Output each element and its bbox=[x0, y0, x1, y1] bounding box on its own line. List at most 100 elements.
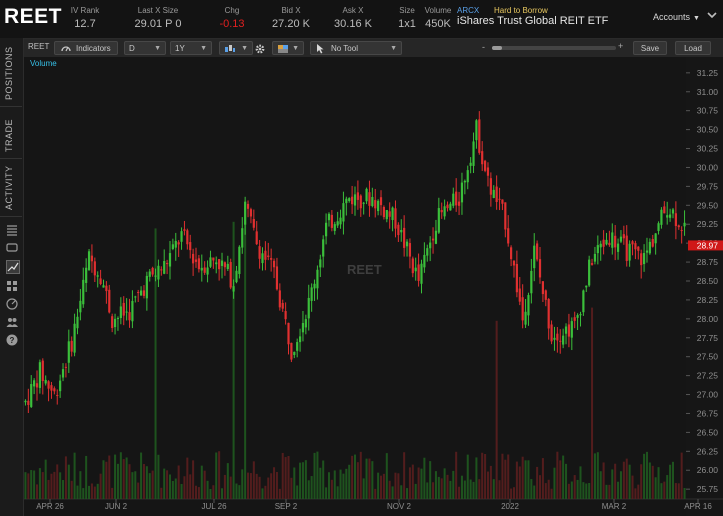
chart-style-select[interactable]: ▼ bbox=[219, 41, 253, 55]
tab-positions[interactable]: POSITIONS bbox=[0, 42, 22, 107]
collapse-icon[interactable] bbox=[705, 8, 719, 22]
candle-body bbox=[183, 229, 186, 231]
last-price-tag-bg bbox=[688, 240, 723, 251]
volume-bar bbox=[463, 480, 466, 499]
candle-body bbox=[394, 208, 397, 229]
candle-body bbox=[518, 288, 521, 302]
volume-bar bbox=[168, 474, 171, 499]
candle-body bbox=[339, 217, 342, 225]
volume-bar bbox=[330, 479, 333, 499]
interval-select[interactable]: D ▼ bbox=[124, 41, 166, 55]
range-select[interactable]: 1Y ▼ bbox=[170, 41, 212, 55]
candle-body bbox=[385, 210, 388, 220]
accounts-menu[interactable]: Accounts ▼ bbox=[653, 12, 700, 22]
volume-bar bbox=[683, 487, 686, 499]
candle-body bbox=[507, 228, 510, 244]
volume-field: Volume 450K bbox=[422, 6, 454, 31]
volume-bar bbox=[70, 480, 73, 499]
tab-trade[interactable]: TRADE bbox=[0, 108, 22, 159]
volume-bar bbox=[596, 452, 599, 499]
x-tick-label: JUL 26 bbox=[201, 502, 227, 511]
candle-body bbox=[674, 213, 677, 227]
volume-bar bbox=[353, 454, 357, 499]
volume-bar bbox=[287, 455, 290, 499]
chevron-down-icon: ▼ bbox=[693, 15, 700, 22]
y-tick-label: 29.75 bbox=[697, 181, 719, 191]
grid-icon[interactable] bbox=[6, 280, 18, 292]
candle-body bbox=[218, 259, 221, 270]
volume-bar bbox=[348, 464, 351, 499]
candle-body bbox=[359, 195, 362, 209]
candle-body bbox=[82, 279, 85, 305]
candle-body bbox=[524, 311, 527, 325]
toolbar-symbol[interactable]: REET bbox=[28, 42, 50, 51]
candle-body bbox=[206, 267, 209, 275]
y-tick-label: 28.50 bbox=[697, 276, 719, 286]
volume-bar bbox=[82, 488, 85, 499]
chart-icon[interactable] bbox=[6, 260, 20, 274]
save-button[interactable]: Save bbox=[633, 41, 667, 55]
volume-bar bbox=[88, 485, 91, 499]
candle-body bbox=[576, 315, 579, 318]
candle-body bbox=[113, 318, 117, 328]
volume-bar bbox=[660, 483, 663, 499]
chart-panel[interactable]: 31.25 31.00 30.75 30.50 30.25 30.00 29.75 29.50… bbox=[24, 57, 723, 516]
candle-body bbox=[680, 230, 683, 232]
candle-body bbox=[270, 258, 273, 260]
volume-bar bbox=[270, 473, 273, 499]
price-chart[interactable]: 31.25 31.00 30.75 30.50 30.25 30.00 29.75 29.50… bbox=[24, 57, 723, 516]
volume-bar bbox=[307, 480, 310, 499]
candle-body bbox=[481, 151, 484, 165]
chat-icon[interactable] bbox=[6, 242, 18, 254]
candle-body bbox=[102, 285, 105, 288]
candle-body bbox=[512, 260, 516, 266]
volume-label: Volume bbox=[30, 59, 57, 68]
zoom-in-button[interactable]: + bbox=[618, 41, 624, 51]
volume-bar bbox=[521, 456, 524, 499]
indicators-button[interactable]: Indicators bbox=[54, 41, 118, 55]
volume-bar bbox=[44, 459, 47, 499]
zoom-slider-thumb[interactable] bbox=[492, 46, 502, 50]
drawing-tool-select[interactable]: No Tool ▼ bbox=[310, 41, 402, 55]
volume-bar bbox=[486, 471, 489, 499]
candle-body bbox=[192, 253, 195, 264]
volume-bar bbox=[238, 485, 241, 499]
symbol-title[interactable]: REET bbox=[4, 5, 63, 28]
price-axis-bg bbox=[686, 57, 723, 516]
list-icon[interactable] bbox=[6, 224, 18, 236]
chevron-down-icon: ▼ bbox=[154, 45, 161, 52]
zoom-slider[interactable] bbox=[492, 46, 616, 50]
people-icon[interactable] bbox=[6, 316, 18, 328]
tab-activity[interactable]: ACTIVITY bbox=[0, 160, 22, 217]
candle-body bbox=[374, 200, 377, 209]
load-button[interactable]: Load bbox=[675, 41, 711, 55]
chart-toolbar: REET Indicators D ▼ 1Y ▼ ▼ ▼ No Tool ▼ - + … bbox=[24, 39, 723, 58]
candle-body bbox=[446, 204, 449, 209]
candle-body bbox=[229, 262, 232, 288]
zoom-out-button[interactable]: - bbox=[482, 42, 485, 52]
candle-body bbox=[486, 167, 490, 176]
candle-body bbox=[660, 209, 663, 225]
volume-bar bbox=[116, 463, 119, 499]
volume-bar bbox=[362, 478, 365, 499]
borrow-status: Hard to Borrow bbox=[494, 6, 548, 15]
candle-body bbox=[157, 265, 160, 280]
candle-body bbox=[640, 253, 643, 266]
help-icon[interactable]: ? bbox=[6, 334, 18, 346]
candle-body bbox=[284, 311, 287, 320]
svg-text:?: ? bbox=[10, 336, 15, 345]
volume-bar bbox=[114, 454, 117, 499]
candle-body bbox=[556, 333, 559, 341]
gear-icon[interactable] bbox=[254, 42, 266, 54]
candle-body bbox=[122, 302, 125, 316]
x-tick-label: NOV 2 bbox=[387, 502, 412, 511]
layout-select[interactable]: ▼ bbox=[272, 41, 304, 55]
exchange-label: ARCX bbox=[457, 6, 480, 15]
candle-body bbox=[501, 199, 504, 204]
volume-bar bbox=[180, 483, 183, 499]
size-field: Size 1x1 bbox=[396, 6, 418, 31]
candle-body bbox=[614, 235, 617, 248]
gauge-icon[interactable] bbox=[6, 298, 18, 310]
x-tick-label: SEP 2 bbox=[275, 502, 298, 511]
candle-body bbox=[483, 160, 487, 171]
